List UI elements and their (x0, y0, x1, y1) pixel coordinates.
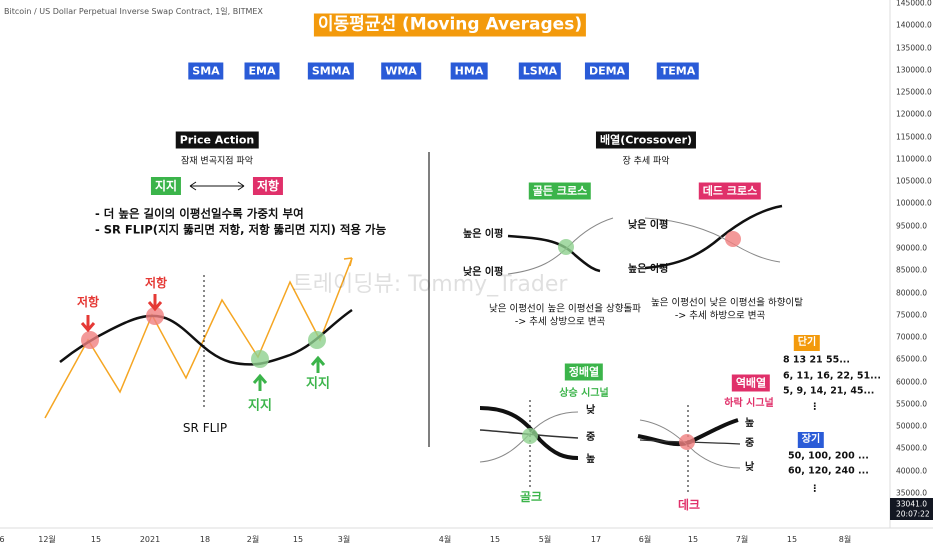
cross-tag: 골든 크로스 (528, 182, 592, 200)
price-tick-label: 100000.0 (896, 198, 932, 208)
subtitle: 장 추세 파악 (622, 156, 670, 167)
ma-tag: EMA (244, 62, 280, 80)
period-values: 50, 100, 200 ... (788, 450, 869, 462)
price-tick-label: 110000.0 (896, 154, 932, 164)
ma-tag: SMA (188, 62, 224, 80)
price-tick-label: 60000.0 (896, 376, 928, 386)
price-tick-label: 145000.0 (896, 0, 932, 8)
note: - 더 높은 길이의 이평선일수록 가중치 부여 (95, 206, 304, 221)
support-tag: 지지 (150, 177, 182, 195)
watermark: 트레이딩뷰: Tommy_Trader (292, 272, 568, 297)
line-label: 중 (745, 438, 755, 449)
desc: -> 추세 하방으로 변곡 (674, 310, 766, 322)
ma-tag: DEMA (584, 62, 630, 80)
time-tick-label: 2월 (246, 535, 260, 544)
page-title: 이동평균선 (Moving Averages) (313, 13, 587, 37)
time-tick-label: 15 (292, 535, 304, 544)
subtitle: 잠재 변곡지점 파악 (181, 156, 253, 167)
cross-label: 데크 (677, 498, 701, 512)
time-tick-label: 4월 (438, 535, 452, 544)
last-price: 33041.0 (896, 499, 928, 509)
price-tick-label: 45000.0 (896, 443, 928, 453)
period-tag: 장기 (797, 432, 825, 448)
time-tick-label: 17 (590, 535, 602, 544)
line-label: 낮은 이평 (628, 220, 669, 231)
price-tick-label: 35000.0 (896, 488, 928, 498)
cross-label: 골크 (519, 490, 543, 504)
chart-label: SR FLIP (182, 421, 228, 435)
price-tick-label: 95000.0 (896, 220, 928, 230)
note: - SR FLIP(지지 뚫리면 저항, 저항 뚫리면 지지) 적용 가능 (95, 222, 387, 237)
ma-tag: WMA (381, 62, 421, 80)
time-tick-label: 15 (687, 535, 699, 544)
desc: 낮은 이평선이 높은 이평선을 상향돌파 (489, 303, 641, 315)
time-tick-label: 15 (786, 535, 798, 544)
period-values: 6, 11, 16, 22, 51... (783, 370, 881, 382)
ma-tag: LSMA (518, 62, 562, 80)
signal: 상승 시그널 (559, 388, 609, 399)
price-tick-label: 140000.0 (896, 20, 932, 30)
period-tag: 단기 (793, 335, 821, 351)
time-tick-label: 2021 (139, 535, 161, 544)
line-label: 낮은 이평 (463, 267, 504, 278)
chart-label: 저항 (76, 295, 100, 309)
time-tick-label: 6월 (638, 535, 652, 544)
chart-label: 지지 (306, 376, 330, 392)
resistance-tag: 저항 (252, 177, 284, 195)
line-label: 높은 이평 (463, 229, 504, 240)
line-label: 높은 이평 (628, 264, 669, 275)
price-tick-label: 125000.0 (896, 87, 932, 97)
chart-label: 저항 (144, 276, 168, 290)
period-values: ⋮ (810, 401, 820, 413)
time-tick-label: 15 (489, 535, 501, 544)
price-tick-label: 70000.0 (896, 332, 928, 342)
price-tick-label: 120000.0 (896, 109, 932, 119)
time-tick-label: 7월 (735, 535, 749, 544)
time-tick-label: 8월 (838, 535, 852, 544)
price-tick-label: 115000.0 (896, 131, 932, 141)
line-label: 낮 (586, 405, 596, 416)
array-tag: 정배열 (564, 363, 604, 381)
time-tick-label: 18 (199, 535, 211, 544)
period-values: 60, 120, 240 ... (788, 465, 869, 477)
price-tick-label: 130000.0 (896, 65, 932, 75)
signal: 하락 시그널 (724, 398, 774, 409)
desc: -> 추세 상방으로 변곡 (514, 316, 606, 328)
time-tick-label: 6 (0, 535, 5, 544)
period-values: 8 13 21 55... (783, 354, 851, 366)
price-tick-label: 105000.0 (896, 176, 932, 186)
ma-tag: HMA (450, 62, 488, 80)
price-tick-label: 55000.0 (896, 399, 928, 409)
price-tick-label: 90000.0 (896, 243, 928, 253)
line-label: 높 (745, 418, 755, 429)
section-title: 배열(Crossover) (595, 131, 697, 149)
period-values: ⋮ (810, 483, 820, 495)
countdown: 20:07:22 (896, 509, 930, 519)
desc: 높은 이평선이 낮은 이평선을 하향이탈 (651, 297, 803, 309)
time-tick-label: 12월 (38, 535, 56, 544)
price-tick-label: 135000.0 (896, 42, 932, 52)
price-tick-label: 65000.0 (896, 354, 928, 364)
chart-label: 지지 (248, 398, 272, 414)
time-tick-label: 5월 (538, 535, 552, 544)
array-tag: 역배열 (731, 374, 771, 392)
price-tick-label: 75000.0 (896, 310, 928, 320)
time-tick-label: 3월 (337, 535, 351, 544)
time-tick-label: 15 (90, 535, 102, 544)
price-tick-label: 80000.0 (896, 287, 928, 297)
line-label: 높 (586, 454, 596, 465)
price-tick-label: 85000.0 (896, 265, 928, 275)
price-tick-label: 40000.0 (896, 465, 928, 475)
section-title: Price Action (175, 131, 259, 149)
line-label: 중 (586, 432, 596, 443)
cross-tag: 데드 크로스 (698, 182, 762, 200)
price-tick-label: 50000.0 (896, 421, 928, 431)
symbol-header: Bitcoin / US Dollar Perpetual Inverse Sw… (4, 7, 263, 16)
period-values: 5, 9, 14, 21, 45... (783, 385, 875, 397)
line-label: 낮 (745, 462, 755, 473)
ma-tag: TEMA (656, 62, 700, 80)
ma-tag: SMMA (307, 62, 355, 80)
